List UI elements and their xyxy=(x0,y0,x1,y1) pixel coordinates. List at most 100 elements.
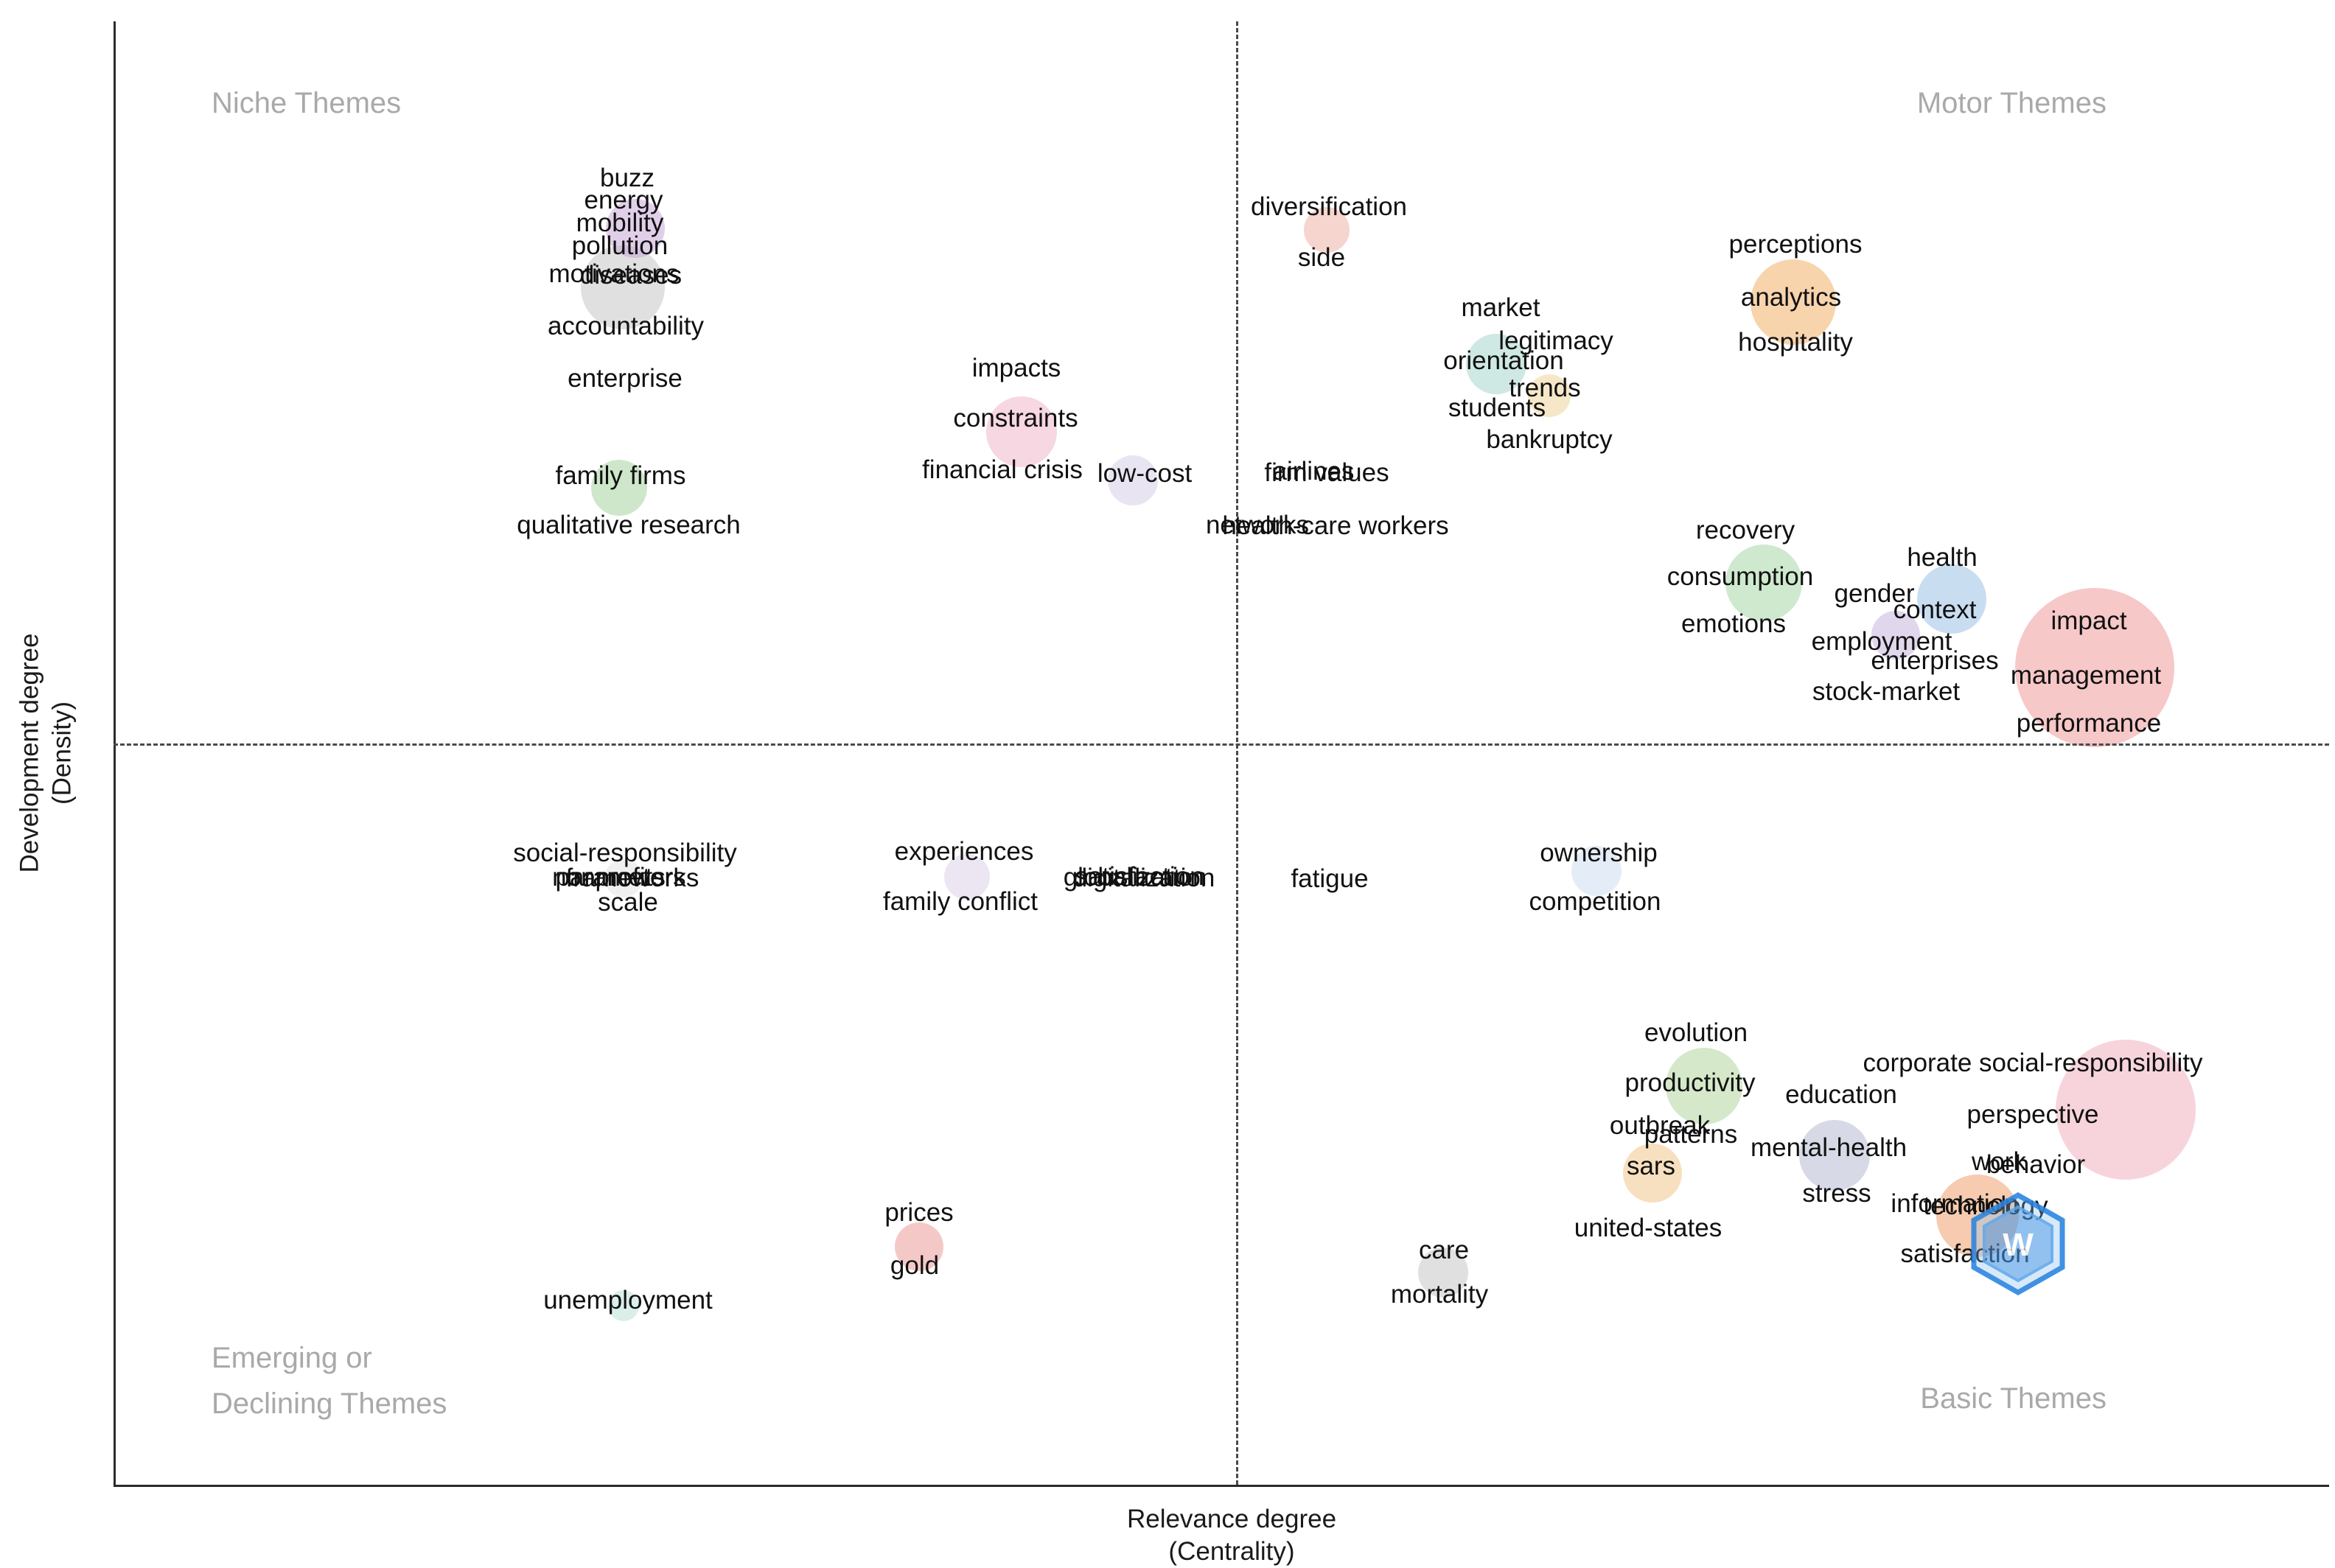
cluster-word: parameters xyxy=(555,863,686,892)
cluster-word: sars xyxy=(1626,1152,1676,1180)
cluster-word: family conflict xyxy=(882,887,1039,916)
cluster-word: digitalization xyxy=(1072,864,1215,892)
cluster-word: stress xyxy=(1802,1179,1871,1208)
cluster-bubble-productivity-sars xyxy=(1623,1144,1682,1203)
cluster-bubble-analytics-perceptions xyxy=(1751,259,1836,345)
cluster-word: perceptions xyxy=(1728,230,1863,259)
cluster-word: outbreak xyxy=(1609,1111,1711,1140)
y-axis-label-line1: Development degree xyxy=(15,633,44,873)
cluster-word: side xyxy=(1297,243,1346,272)
cluster-word: information xyxy=(1891,1189,2019,1218)
cluster-bubble-market-orientation xyxy=(1466,334,1526,394)
cluster-bubble-prices-gold xyxy=(895,1222,943,1271)
cluster-bubble-ownership-competition xyxy=(1571,846,1622,896)
svg-text:W: W xyxy=(2003,1227,2034,1263)
cluster-bubble-market-orientation xyxy=(1528,374,1571,417)
cluster-word: motivations xyxy=(548,259,680,288)
quadrant-label-motor-themes: Motor Themes xyxy=(1916,87,2107,119)
cluster-word: diseases xyxy=(579,261,683,290)
cluster-bubble-care-mortality xyxy=(1418,1247,1468,1298)
cluster-word: students xyxy=(1448,393,1546,422)
cluster-word: united-states xyxy=(1574,1214,1723,1242)
cluster-word: pollution xyxy=(571,231,669,260)
cluster-word: context xyxy=(1893,595,1977,624)
cluster-word: diversification xyxy=(1250,192,1408,221)
cluster-word: energy xyxy=(584,186,663,214)
cluster-word: productivity xyxy=(1624,1068,1756,1097)
cluster-word: constraints xyxy=(953,404,1078,433)
cluster-word: consumption xyxy=(1666,562,1814,591)
cluster-bubble-impact-management-performance xyxy=(2015,588,2174,747)
cluster-word: buzz xyxy=(600,164,655,192)
cluster-word: hospitality xyxy=(1738,328,1853,357)
cluster-word: trends xyxy=(1509,374,1581,402)
cluster-word: networks xyxy=(1205,511,1310,539)
cluster-word: accountability xyxy=(547,312,705,340)
cluster-bubble-productivity-sars xyxy=(1666,1048,1742,1124)
cluster-bubble-low-cost xyxy=(1108,455,1158,505)
cluster-word: family firms xyxy=(555,461,686,490)
cluster-word: evolution xyxy=(1644,1018,1748,1047)
cluster-word: airlines xyxy=(1272,457,1355,486)
cluster-word: emotions xyxy=(1680,609,1787,638)
hexagon-logo-icon: W xyxy=(1971,1192,2065,1295)
cluster-bubble-buzz-motivations xyxy=(606,199,665,258)
cluster-word: orientation xyxy=(1443,346,1564,375)
cluster-word: impacts xyxy=(971,354,1061,382)
quadrant-label-niche-themes: Niche Themes xyxy=(212,87,402,119)
cluster-bubble-family-firms xyxy=(591,460,647,516)
cluster-word: gold xyxy=(890,1251,940,1280)
x-axis-label-line1: Relevance degree xyxy=(1126,1505,1337,1533)
x-axis-line xyxy=(114,1485,2329,1487)
quadrant-label-emerging-line1: Emerging or xyxy=(212,1342,372,1374)
cluster-word: social-responsibility xyxy=(513,839,737,867)
cluster-word: impact xyxy=(2050,606,2127,635)
cluster-word: market xyxy=(1461,293,1540,322)
x-axis-label-line2: (Centrality) xyxy=(1168,1536,1295,1566)
quadrant-label-emerging-declining-themes: Emerging or Declining Themes xyxy=(212,1335,447,1427)
cluster-word: behavior xyxy=(1986,1150,2086,1179)
cluster-word: education xyxy=(1785,1080,1897,1109)
cluster-word: bankruptcy xyxy=(1486,425,1613,454)
cluster-word: work xyxy=(1972,1147,2026,1176)
cluster-word: analytics xyxy=(1740,283,1842,312)
centrality-median-dashed-line xyxy=(1236,21,1238,1485)
cluster-word: stock-market xyxy=(1812,677,1961,706)
cluster-word: nonprofits xyxy=(552,863,666,892)
cluster-bubble-social-responsibility-scale xyxy=(604,859,643,897)
quadrant-label-basic-themes: Basic Themes xyxy=(1920,1382,2107,1415)
cluster-word: performance xyxy=(2016,709,2162,738)
cluster-word: perspective xyxy=(1966,1100,2099,1129)
cluster-word: employment xyxy=(1811,627,1952,656)
cluster-word: qualitative research xyxy=(517,511,741,539)
cluster-word: experiences xyxy=(894,837,1034,866)
cluster-word: financial crisis xyxy=(922,455,1083,484)
cluster-word: enterprises xyxy=(1871,646,1999,675)
cluster-word: mental-health xyxy=(1750,1133,1908,1162)
cluster-word: mortality xyxy=(1390,1280,1489,1309)
density-median-dashed-line xyxy=(114,743,2329,746)
cluster-word: competition xyxy=(1529,887,1661,916)
cluster-bubble-health-context xyxy=(1917,564,1986,634)
cluster-word: patterns xyxy=(1644,1120,1738,1149)
cluster-word: globalization xyxy=(1063,863,1207,892)
cluster-word: health-care workers xyxy=(1222,511,1449,540)
cluster-bubble-experiences-family-conflict xyxy=(944,854,990,900)
cluster-word: scale xyxy=(598,888,658,917)
cluster-bubble-unemployment xyxy=(608,1290,639,1321)
cluster-word: care xyxy=(1418,1236,1470,1264)
cluster-word: mobility xyxy=(576,209,664,237)
cluster-bubble-csr-mental-health xyxy=(1799,1120,1870,1191)
cluster-word: enterprise xyxy=(568,364,683,393)
cluster-word: recovery xyxy=(1695,516,1795,545)
cluster-word: prices xyxy=(884,1198,954,1227)
cluster-word: ownership xyxy=(1540,839,1658,867)
cluster-bubble-csr-mental-health xyxy=(2056,1040,2196,1180)
cluster-bubble-impacts-constraints xyxy=(986,396,1057,467)
cluster-word: satisfaction xyxy=(1075,862,1204,891)
cluster-bubble-diversification xyxy=(1304,207,1350,253)
cluster-word: fatigue xyxy=(1291,864,1369,893)
cluster-word: health xyxy=(1907,543,1978,572)
cluster-bubble-buzz-motivations xyxy=(581,245,665,329)
